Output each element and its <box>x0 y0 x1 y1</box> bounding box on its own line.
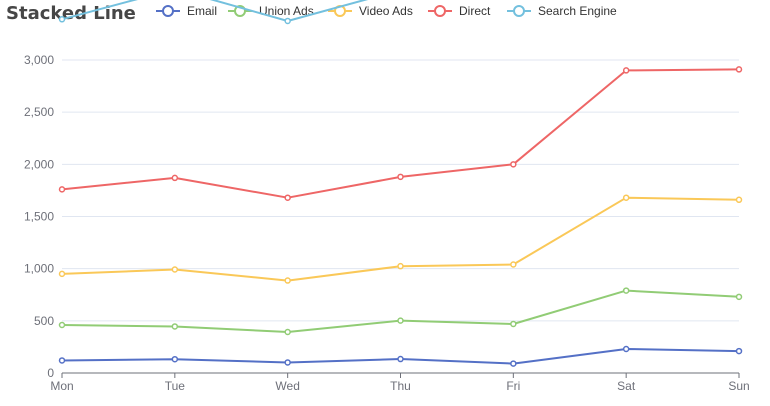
legend-label: Union Ads <box>259 4 314 18</box>
series-union-ads <box>58 287 743 336</box>
data-point <box>397 262 404 270</box>
x-tick-label: Wed <box>275 379 299 393</box>
data-point <box>284 194 291 201</box>
y-tick-label: 2,000 <box>24 157 54 171</box>
x-tick-label: Mon <box>50 379 73 393</box>
x-tick-label: Sat <box>617 379 636 393</box>
legend-label: Email <box>187 4 217 18</box>
data-point <box>58 186 66 193</box>
data-point <box>284 328 291 336</box>
legend: Email Union Ads Video Ads Direct Search Engi… <box>156 4 617 18</box>
data-point <box>397 355 404 363</box>
data-point <box>735 196 743 204</box>
data-point <box>735 293 743 301</box>
data-point <box>171 323 179 330</box>
data-point <box>171 266 179 273</box>
y-tick-label: 0 <box>47 366 54 380</box>
x-tick-label: Fri <box>506 379 520 393</box>
legend-label: Direct <box>459 4 491 18</box>
series-direct <box>58 66 743 201</box>
data-point <box>622 67 630 74</box>
y-tick-label: 1,500 <box>24 210 54 224</box>
legend-label: Video Ads <box>359 4 413 18</box>
legend-item[interactable]: Search Engine <box>507 4 617 18</box>
legend-marker <box>162 5 174 17</box>
data-point <box>171 174 179 182</box>
legend-item[interactable]: Email <box>156 4 217 18</box>
data-point <box>171 355 179 363</box>
data-point <box>510 360 517 367</box>
data-point <box>510 320 517 328</box>
y-tick-label: 1,000 <box>24 262 54 276</box>
y-tick-label: 2,500 <box>24 105 54 119</box>
y-axis: 0 500 1,000 1,500 2,000 2,500 3,000 <box>24 53 54 380</box>
series-layer <box>58 0 743 367</box>
series-email <box>58 345 743 367</box>
legend-marker <box>513 5 525 17</box>
data-point <box>58 270 66 278</box>
data-point <box>622 194 630 201</box>
grid-lines <box>62 59 739 322</box>
data-point <box>622 287 630 294</box>
data-point <box>735 347 743 355</box>
data-point <box>510 261 517 268</box>
x-tick-label: Sun <box>728 379 749 393</box>
y-tick-label: 3,000 <box>24 53 54 67</box>
data-point <box>397 317 404 324</box>
chart-title: Stacked Line <box>6 3 136 24</box>
data-point <box>510 161 517 168</box>
x-tick-label: Tue <box>165 379 186 393</box>
data-point <box>735 66 743 73</box>
x-axis: Mon Tue Wed Thu Fri Sat Sun <box>50 372 750 393</box>
legend-item[interactable]: Union Ads <box>228 4 314 18</box>
data-point <box>284 359 291 366</box>
legend-label: Search Engine <box>538 4 617 18</box>
data-point <box>397 173 404 181</box>
data-point <box>622 345 630 353</box>
data-point <box>58 357 66 364</box>
series-video-ads <box>58 194 743 284</box>
series-line <box>61 289 740 333</box>
data-point <box>58 16 66 23</box>
legend-item[interactable]: Direct <box>428 4 491 18</box>
data-point <box>284 17 291 25</box>
data-point <box>58 321 66 329</box>
series-search-engine <box>58 0 369 25</box>
data-point <box>284 277 291 284</box>
x-tick-label: Thu <box>390 379 411 393</box>
legend-marker <box>434 5 446 17</box>
y-tick-label: 500 <box>34 314 54 328</box>
